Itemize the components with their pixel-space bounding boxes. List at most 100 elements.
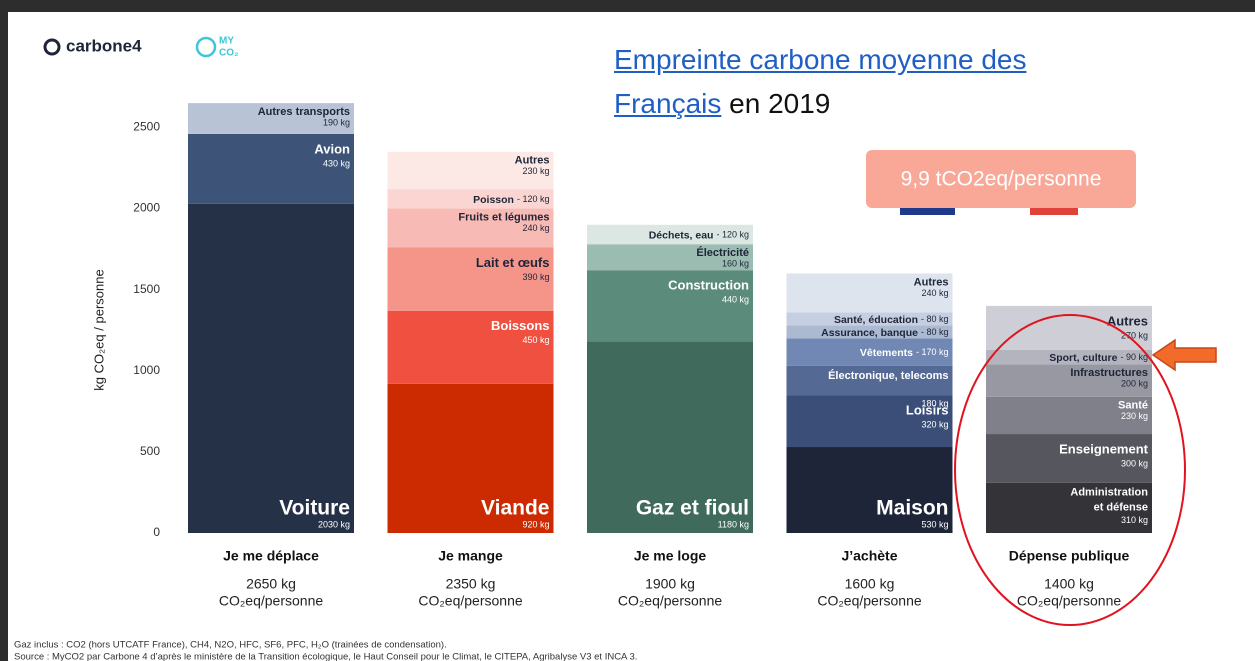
segment-label: Infrastructures — [1070, 367, 1148, 379]
total-unit: CO₂eq/personne — [219, 593, 323, 609]
segment-label: Fruits et légumes — [458, 211, 549, 223]
total-unit: CO₂eq/personne — [1017, 593, 1121, 609]
segment-value: 300 kg — [1121, 458, 1148, 468]
segment-value: - 170 kg — [916, 347, 949, 357]
total-label: 1900 kg — [645, 576, 695, 592]
bar-segment — [786, 273, 953, 313]
bar-segment — [786, 395, 953, 448]
carbone4-logo: carbone4 MY CO₂ — [43, 36, 238, 59]
segment-label: Déchets, eau - 120 kg — [649, 229, 749, 241]
total-unit: CO₂eq/personne — [418, 593, 522, 609]
x-tick-label: Dépense publique — [1009, 548, 1130, 564]
flag-stripe — [900, 208, 955, 215]
flag-stripe — [1030, 208, 1078, 215]
segment-name: Sport, culture — [1049, 352, 1117, 364]
logo-icon — [43, 38, 61, 56]
segment-value: 320 kg — [921, 419, 948, 429]
segment-value: - 90 kg — [1120, 352, 1148, 362]
segment-label: Autres transports — [258, 106, 350, 118]
bar-segment — [387, 189, 554, 209]
footnote: Source : MyCO2 par Carbone 4 d’après le … — [14, 652, 637, 661]
bar-segment — [587, 270, 753, 342]
segment-label: Électronique, telecoms — [828, 369, 948, 382]
bar-segment — [387, 247, 554, 311]
bar-segment — [986, 482, 1152, 533]
segment-value: 310 kg — [1121, 515, 1148, 525]
bar-segment — [986, 305, 1152, 350]
segment-value: 920 kg — [522, 519, 549, 529]
logo-text: carbone4 — [66, 36, 142, 55]
segment-label: Administration et défense — [1070, 487, 1148, 514]
bar-segment — [786, 338, 953, 366]
segment-label: Vêtements - 170 kg — [860, 347, 949, 359]
segment-label: Lait et œufs — [476, 255, 550, 270]
segment-value: 230 kg — [522, 166, 549, 176]
segment-label: Électricité — [696, 246, 749, 259]
highlight-ellipse — [954, 314, 1186, 626]
segment-name: Santé, éducation — [834, 314, 918, 326]
segment-value: 200 kg — [1121, 379, 1148, 389]
y-tick-label: 500 — [140, 444, 160, 458]
bar-segment — [986, 364, 1152, 397]
segment-name-line: Administration — [1070, 487, 1148, 499]
bar-segment — [786, 447, 953, 533]
myco2-text: CO₂ — [219, 48, 238, 59]
y-tick-label: 1000 — [133, 363, 160, 377]
segment-label: Avion — [314, 141, 350, 156]
bar-segment — [786, 312, 953, 326]
segment-name: Vêtements — [860, 347, 913, 359]
segment-value: 430 kg — [323, 158, 350, 168]
segment-label: Voiture — [279, 497, 350, 520]
x-tick-label: Je me déplace — [223, 548, 319, 564]
segment-label: Sport, culture - 90 kg — [1049, 352, 1148, 364]
segment-value: 180 kg — [921, 398, 948, 408]
segment-label: Loisirs — [906, 403, 949, 418]
segment-name: Déchets, eau — [649, 229, 714, 241]
segment-value: 440 kg — [722, 295, 749, 305]
bar-segment — [587, 244, 753, 271]
segment-name: Assurance, banque — [821, 327, 918, 339]
total-label: 2650 kg — [246, 576, 296, 592]
bar-segment — [188, 203, 354, 533]
segment-value: 390 kg — [522, 272, 549, 282]
bar-segment — [587, 224, 753, 245]
segment-value: 450 kg — [522, 335, 549, 345]
segment-label: Maison — [876, 497, 948, 520]
y-tick-label: 1500 — [133, 282, 160, 296]
segment-name-line: et défense — [1094, 502, 1148, 514]
badge — [866, 150, 1136, 208]
segment-label: Construction — [668, 278, 749, 293]
segment-label: Assurance, banque - 80 kg — [821, 327, 948, 339]
total-label: 1600 kg — [845, 576, 895, 592]
segment-value: 2030 kg — [318, 519, 350, 529]
x-tick-label: Je me loge — [634, 548, 707, 564]
segment-value: 240 kg — [522, 223, 549, 233]
segment-label: Santé, éducation - 80 kg — [834, 314, 949, 326]
segment-value: - 120 kg — [716, 230, 749, 240]
badge-text: 9,9 tCO2eq/personne — [901, 168, 1102, 191]
segment-value: - 120 kg — [517, 194, 550, 204]
y-axis-label: kg CO₂eq / personne — [91, 269, 106, 390]
bar-segment — [986, 396, 1152, 435]
x-tick-label: Je mange — [438, 548, 503, 564]
y-tick-label: 2000 — [133, 201, 160, 215]
y-tick-label: 0 — [153, 525, 160, 539]
bar-segment — [587, 341, 753, 533]
segment-label: Boissons — [491, 318, 550, 333]
bar-segment — [986, 434, 1152, 483]
segment-name: Poisson — [473, 194, 514, 206]
segment-value: 240 kg — [921, 288, 948, 298]
total-label: 1400 kg — [1044, 576, 1094, 592]
bar-segment — [387, 383, 554, 533]
segment-value: 230 kg — [1121, 411, 1148, 421]
bar-segment — [188, 103, 354, 134]
title-link[interactable]: Empreinte carbone moyenne des Français — [614, 44, 1027, 119]
segment-label: Gaz et fioul — [636, 497, 749, 520]
segment-value: 270 kg — [1121, 330, 1148, 340]
bar-segment — [387, 208, 554, 248]
bar-segment — [986, 349, 1152, 365]
bar-segment — [786, 325, 953, 339]
title: Empreinte carbone moyenne des Français e… — [614, 38, 1114, 126]
